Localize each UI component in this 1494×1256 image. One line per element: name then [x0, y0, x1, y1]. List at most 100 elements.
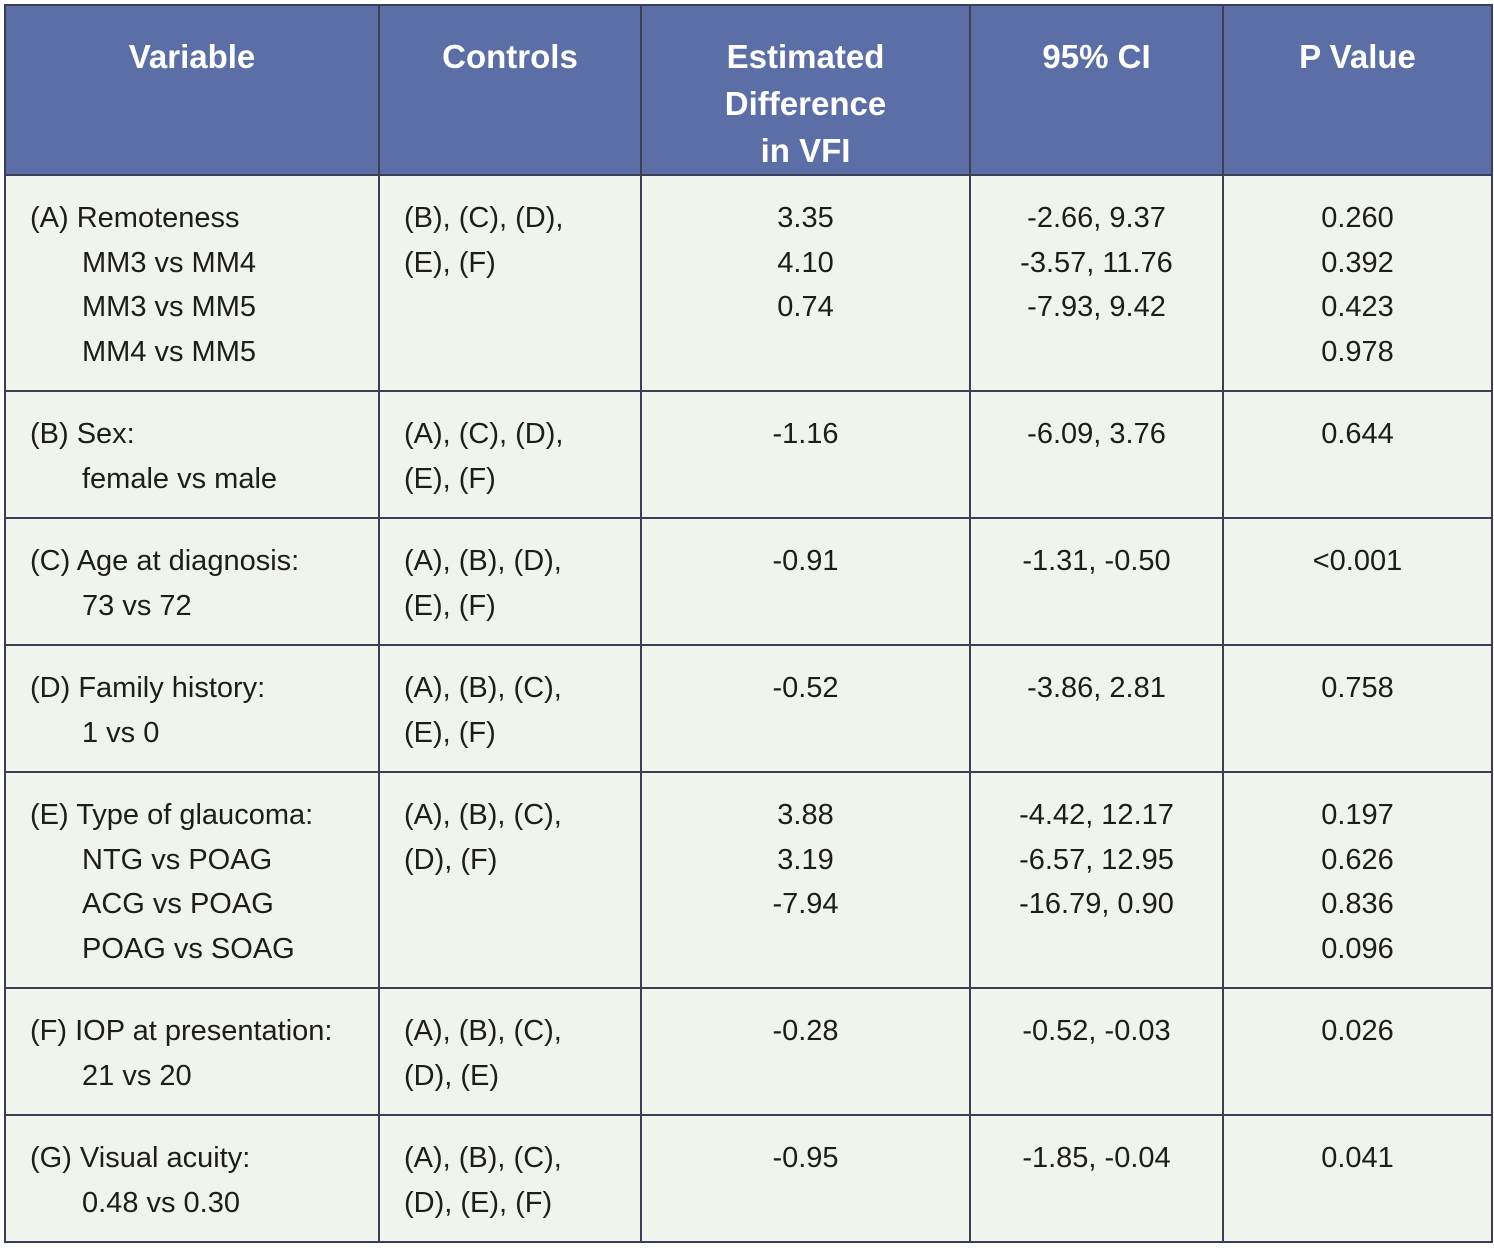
confidence-interval: -16.79, 0.90 [1019, 888, 1174, 920]
variable-label: (C) Age at diagnosis: [30, 545, 300, 577]
variable-label: (D) Family history: [30, 672, 266, 704]
confidence-interval-cell: -6.09, 3.76 [969, 390, 1224, 519]
table-row: (A) Remoteness MM3 vs MM4 MM3 vs MM5 MM4 vs… [4, 174, 1493, 392]
estimated-difference-cell: -1.16 [640, 390, 971, 519]
p-value: 0.041 [1321, 1142, 1394, 1174]
variable-cell: (C) Age at diagnosis: 73 vs 72 [4, 517, 380, 646]
variable-cell: (G) Visual acuity: 0.48 vs 0.30 [4, 1114, 380, 1243]
header-row: Variable Controls Estimated Difference i… [4, 4, 1493, 176]
table-row: (E) Type of glaucoma: NTG vs POAG ACG vs P… [4, 771, 1493, 989]
variable-comparison: 73 vs 72 [82, 589, 192, 622]
estimated-difference-cell: -0.91 [640, 517, 971, 646]
controls-line: (D), (E) [404, 1059, 500, 1092]
table-row: (C) Age at diagnosis: 73 vs 72 (A), (B), (… [4, 517, 1493, 646]
estimated-difference: 3.19 [777, 843, 834, 876]
variable-label: (E) Type of glaucoma: [30, 799, 314, 831]
p-value-cell: 0.260 0.392 0.423 0.978 [1222, 174, 1493, 392]
variable-comparison: POAG vs SOAG [82, 932, 295, 965]
controls-cell: (A), (B), (C), (D), (F) [378, 771, 642, 989]
header-estimated-line-3: in VFI [760, 132, 851, 169]
controls-line: (E), (F) [404, 716, 496, 749]
estimated-difference: -7.94 [772, 888, 839, 920]
estimated-difference: 4.10 [777, 246, 834, 279]
controls-cell: (B), (C), (D), (E), (F) [378, 174, 642, 392]
estimated-difference: -0.91 [772, 545, 839, 577]
variable-cell: (E) Type of glaucoma: NTG vs POAG ACG vs P… [4, 771, 380, 989]
estimated-difference: 3.88 [777, 799, 834, 831]
confidence-interval: -1.85, -0.04 [1022, 1142, 1171, 1174]
controls-line: (A), (B), (C), [404, 1015, 562, 1047]
estimated-difference: -0.95 [772, 1142, 839, 1174]
p-value-cell: 0.644 [1222, 390, 1493, 519]
table-row: (D) Family history: 1 vs 0 (A), (B), (C),(… [4, 644, 1493, 773]
p-value-cell: <0.001 [1222, 517, 1493, 646]
table-row: (F) IOP at presentation: 21 vs 20 (A), (B)… [4, 987, 1493, 1116]
header-controls: Controls [378, 4, 642, 176]
confidence-interval-cell: -1.85, -0.04 [969, 1114, 1224, 1243]
controls-cell: (A), (B), (D), (E), (F) [378, 517, 642, 646]
controls-line: (A), (B), (C), [404, 799, 562, 831]
estimated-difference: -0.28 [772, 1015, 839, 1047]
confidence-interval-cell: -2.66, 9.37 -3.57, 11.76 -7.93, 9.42 [969, 174, 1224, 392]
table-header: Variable Controls Estimated Difference i… [4, 4, 1493, 176]
confidence-interval: -6.57, 12.95 [1019, 843, 1174, 876]
confidence-interval: -6.09, 3.76 [1027, 418, 1166, 450]
estimated-difference-cell: 3.35 4.10 0.74 [640, 174, 971, 392]
controls-line: (A), (C), (D), [404, 418, 564, 450]
table-row: (B) Sex: female vs male (A), (C), (D), (E),… [4, 390, 1493, 519]
table-row: (G) Visual acuity: 0.48 vs 0.30 (A), (B), … [4, 1114, 1493, 1243]
header-pvalue: P Value [1222, 4, 1493, 176]
confidence-interval: -1.31, -0.50 [1022, 545, 1171, 577]
confidence-interval-cell: -3.86, 2.81 [969, 644, 1224, 773]
confidence-interval: -3.86, 2.81 [1027, 672, 1166, 704]
confidence-interval-cell: -4.42, 12.17 -6.57, 12.95 -16.79, 0.90 [969, 771, 1224, 989]
p-value-cell: 0.758 [1222, 644, 1493, 773]
variable-cell: (D) Family history: 1 vs 0 [4, 644, 380, 773]
p-value: 0.260 [1321, 202, 1394, 234]
controls-cell: (A), (C), (D), (E), (F) [378, 390, 642, 519]
controls-line: (E), (F) [404, 462, 496, 495]
variable-comparison: 1 vs 0 [82, 716, 160, 749]
p-value: 0.026 [1321, 1015, 1394, 1047]
controls-cell: (A), (B), (C), (D), (E), (F) [378, 1114, 642, 1243]
estimated-difference: -1.16 [772, 418, 839, 450]
p-value: 0.836 [1321, 888, 1394, 920]
controls-line: (E), (F) [404, 589, 496, 622]
confidence-interval: -7.93, 9.42 [1027, 291, 1166, 323]
controls-line: (D), (E), (F) [404, 1186, 553, 1219]
variable-comparison: 21 vs 20 [82, 1059, 192, 1092]
estimated-difference: 3.35 [777, 202, 834, 234]
table-body: (A) Remoteness MM3 vs MM4 MM3 vs MM5 MM4 vs… [4, 174, 1493, 1243]
p-value-cell: 0.041 [1222, 1114, 1493, 1243]
estimated-difference-cell: -0.52 [640, 644, 971, 773]
controls-line: (A), (B), (C), [404, 672, 562, 704]
controls-line: (D), (F) [404, 843, 498, 876]
variable-cell: (A) Remoteness MM3 vs MM4 MM3 vs MM5 MM4 vs… [4, 174, 380, 392]
p-value-cell: 0.197 0.626 0.836 0.096 [1222, 771, 1493, 989]
estimated-difference: -0.52 [772, 672, 839, 704]
controls-cell: (A), (B), (C), (E), (F) [378, 644, 642, 773]
p-value: 0.197 [1321, 799, 1394, 831]
confidence-interval: -0.52, -0.03 [1022, 1015, 1171, 1047]
p-value: 0.096 [1321, 932, 1394, 965]
confidence-interval-cell: -0.52, -0.03 [969, 987, 1224, 1116]
variable-label: (F) IOP at presentation: [30, 1015, 333, 1047]
header-estimated-line-2: Difference [724, 85, 887, 122]
variable-cell: (F) IOP at presentation: 21 vs 20 [4, 987, 380, 1116]
controls-line: (A), (B), (C), [404, 1142, 562, 1174]
header-estimated-line-1: Estimated [726, 38, 885, 75]
p-value: 0.392 [1321, 246, 1394, 279]
estimated-difference: 0.74 [777, 291, 834, 323]
confidence-interval: -4.42, 12.17 [1019, 799, 1174, 831]
variable-label: (G) Visual acuity: [30, 1142, 251, 1174]
variable-cell: (B) Sex: female vs male [4, 390, 380, 519]
controls-line: (E), (F) [404, 246, 496, 279]
p-value: 0.978 [1321, 335, 1394, 368]
header-ci: 95% CI [969, 4, 1224, 176]
p-value: 0.423 [1321, 291, 1394, 323]
header-variable: Variable [4, 4, 380, 176]
p-value: 0.644 [1321, 418, 1394, 450]
estimated-difference-cell: 3.88 3.19 -7.94 [640, 771, 971, 989]
estimated-difference-cell: -0.28 [640, 987, 971, 1116]
confidence-interval: -3.57, 11.76 [1020, 246, 1173, 279]
